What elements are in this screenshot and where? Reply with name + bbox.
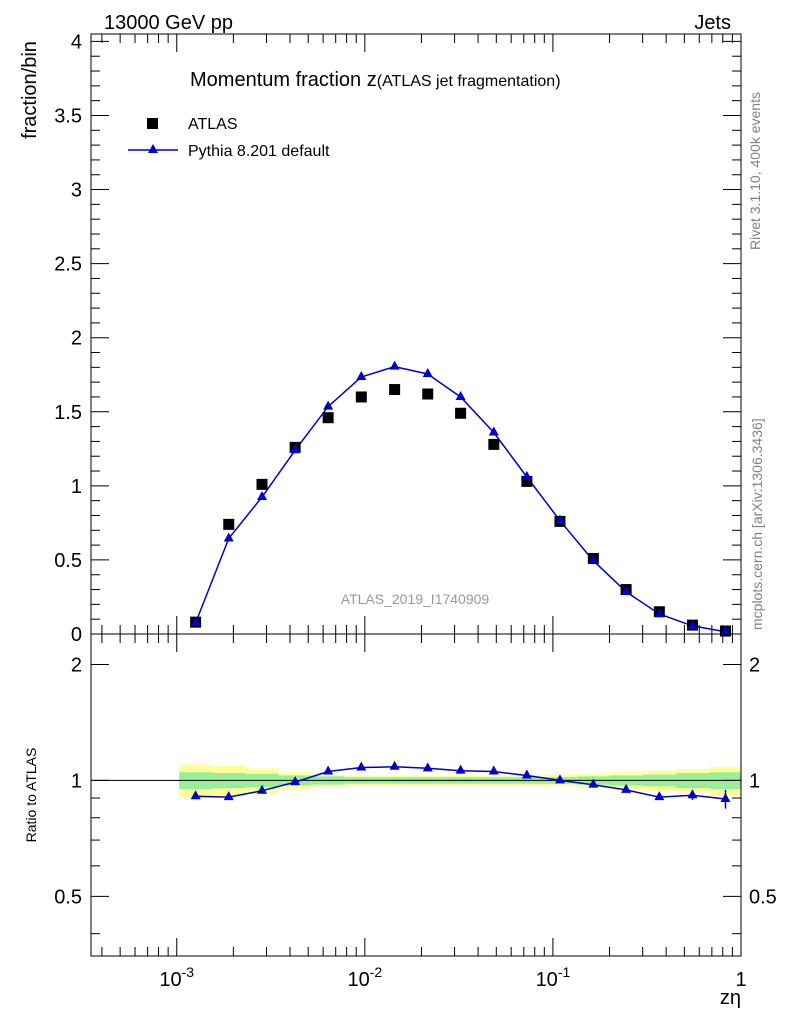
x-tick-label: 10-1 (536, 964, 571, 991)
ratio-point (687, 789, 698, 799)
atlas-point (389, 384, 401, 396)
ratio-point (588, 778, 599, 788)
chart-title-main: Momentum fraction z (190, 69, 377, 91)
ratio-y-tick-labels: 0.5 0.5 1 1 2 2 (54, 654, 777, 908)
ratio-point (488, 765, 499, 775)
pythia-point (455, 390, 466, 400)
ratio-y-tick-label-right: 2 (749, 654, 760, 676)
atlas-point (488, 438, 500, 450)
pythia-point (521, 470, 532, 480)
ratio-point (621, 783, 632, 793)
main-axis-ticks (91, 34, 742, 635)
pythia-point (720, 625, 731, 635)
ratio-point (356, 761, 367, 771)
legend-atlas-label: ATLAS (188, 116, 238, 133)
ratio-panel: 0.5 0.51 12 2 Ratio to ATLAS 10-3 10-2 10-1 1 … (23, 633, 777, 1009)
analysis-watermark: ATLAS_2019_I1740909 (341, 591, 490, 607)
chart-title-suffix: (ATLAS jet fragmentation) (377, 73, 561, 90)
ratio-point (521, 769, 532, 779)
main-y-axis-label: fraction/bin (19, 41, 41, 139)
legend-pythia-marker (148, 144, 158, 153)
ratio-point (323, 765, 334, 775)
y-tick-label: 0 (71, 624, 82, 646)
pythia-point (422, 368, 433, 377)
ratio-y-tick-label: 0.5 (54, 886, 82, 908)
x-tick-labels: 10-3 10-2 10-1 1 (159, 964, 746, 991)
x-axis-label: zη (720, 987, 741, 1009)
chart-title: Momentum fraction z(ATLAS jet fragmentat… (190, 69, 561, 91)
atlas-point (422, 388, 434, 400)
pythia-point (687, 619, 698, 629)
energy-label: 13000 GeV pp (104, 12, 233, 34)
ratio-point (223, 791, 234, 801)
legend-pythia-label: Pythia 8.201 default (188, 143, 330, 160)
atlas-point (256, 478, 268, 490)
atlas-point (355, 391, 367, 403)
y-tick-label: 4 (71, 31, 82, 53)
ratio-point (455, 764, 466, 774)
ratio-point (389, 760, 400, 770)
ratio-point (290, 776, 301, 786)
pythia-point (389, 360, 400, 370)
ratio-y-tick-label: 1 (71, 770, 82, 792)
legend-atlas-marker (147, 118, 158, 129)
pythia-point (654, 608, 665, 617)
mcplots-label: mcplots.cern.ch [arXiv:1306.3436] (749, 418, 765, 630)
pythia-point (223, 532, 234, 542)
ratio-y-tick-label-right: 1 (749, 770, 760, 792)
pythia-point (356, 370, 367, 380)
atlas-point (223, 518, 235, 530)
pythia-point (621, 585, 632, 595)
ratio-point (190, 790, 201, 800)
main-series (190, 360, 731, 637)
y-tick-label: 0.5 (54, 550, 82, 572)
ratio-point (720, 792, 731, 802)
ratio-point (422, 762, 433, 772)
pythia-point (257, 490, 268, 500)
y-tick-label: 2.5 (54, 254, 82, 276)
pythia-point (190, 616, 201, 626)
x-tick-label: 10-2 (347, 964, 382, 991)
ratio-point (554, 774, 565, 784)
ratio-point (257, 784, 268, 794)
y-tick-label: 3.5 (54, 105, 82, 127)
main-y-tick-labels: 0 0.5 1 1.5 2 2.5 3 3.5 4 (54, 31, 82, 646)
ratio-y-tick-label: 2 (71, 654, 82, 676)
y-tick-label: 1 (71, 476, 82, 498)
ratio-y-tick-label-right: 0.5 (749, 886, 777, 908)
ratio-series (190, 760, 731, 809)
pythia-point (588, 554, 599, 564)
pythia-point (488, 426, 499, 436)
rivet-label: Rivet 3.1.10, 400k events (747, 92, 763, 250)
y-tick-label: 1.5 (54, 402, 82, 424)
ratio-y-axis-label: Ratio to ATLAS (23, 748, 39, 843)
pythia-point (290, 444, 301, 454)
legend: ATLAS Pythia 8.201 default (128, 116, 330, 160)
process-label: Jets (694, 12, 731, 34)
y-tick-label: 2 (71, 328, 82, 350)
atlas-point (322, 412, 334, 424)
atlas-point (521, 475, 533, 487)
main-panel: 0 0.5 1 1.5 2 2.5 3 3.5 4 fraction/bin Momentum … (19, 31, 742, 646)
x-tick-label: 1 (735, 969, 746, 991)
x-tick-label: 10-3 (159, 964, 194, 991)
ratio-frame (90, 633, 742, 957)
pythia-point (323, 400, 334, 410)
pythia-point (554, 514, 565, 524)
ratio-point (654, 791, 665, 801)
atlas-point (455, 407, 467, 419)
y-tick-label: 3 (71, 180, 82, 202)
